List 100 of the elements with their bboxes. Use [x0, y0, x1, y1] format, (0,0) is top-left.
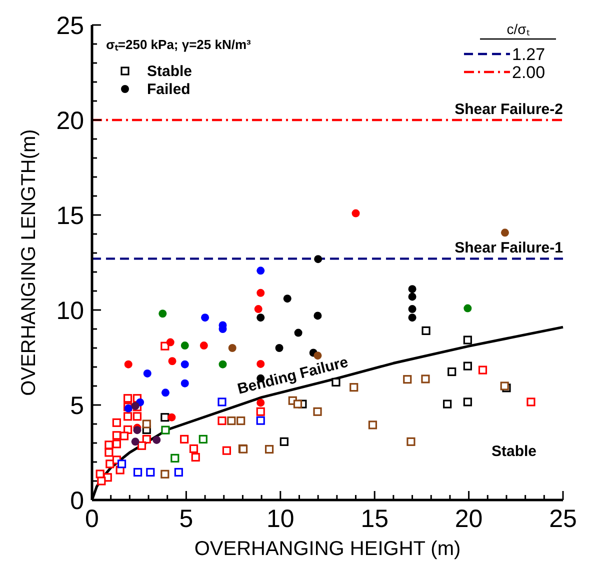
- point: [180, 360, 189, 368]
- legend-label: Stable: [147, 63, 192, 80]
- point: [293, 400, 302, 408]
- point: [313, 407, 322, 416]
- legend-label: 2.00: [512, 63, 546, 82]
- point: [256, 416, 265, 425]
- y-tick-label: 20: [56, 107, 84, 135]
- point: [280, 437, 288, 446]
- point: [142, 420, 151, 428]
- point: [314, 312, 322, 320]
- point: [218, 416, 226, 426]
- point: [227, 416, 236, 426]
- point: [403, 375, 412, 384]
- point: [112, 440, 121, 448]
- point: [142, 434, 151, 444]
- x-tick-label: 15: [360, 505, 389, 533]
- x-axis-title: OVERHANGING HEIGHT (m): [194, 538, 461, 560]
- point: [254, 305, 262, 314]
- point: [421, 374, 430, 384]
- y-tick-label: 10: [56, 297, 84, 325]
- point: [350, 383, 358, 392]
- x-tick-label: 10: [266, 505, 294, 533]
- point: [294, 328, 302, 337]
- point: [131, 402, 140, 410]
- point: [256, 288, 265, 297]
- point: [408, 314, 416, 322]
- point: [191, 452, 200, 462]
- point: [158, 310, 167, 318]
- point: [443, 400, 452, 408]
- point: [137, 441, 146, 450]
- point: [124, 360, 132, 368]
- point: [352, 209, 360, 218]
- point: [104, 440, 114, 450]
- point: [120, 432, 129, 440]
- point: [222, 446, 232, 455]
- point: [463, 336, 472, 344]
- x-tick-label: 20: [454, 505, 483, 533]
- point: [104, 448, 114, 457]
- point: [332, 378, 340, 386]
- point: [161, 426, 170, 434]
- point: [123, 412, 132, 421]
- x-tick-label: 5: [179, 505, 194, 533]
- text: σₜ=250 kPa; γ=25 kN/m³: [106, 37, 252, 52]
- point: [143, 369, 152, 378]
- point: [218, 360, 227, 368]
- annotation: Stable: [491, 443, 537, 460]
- point: [408, 305, 416, 314]
- point: [448, 367, 456, 376]
- point: [264, 444, 274, 454]
- point: [112, 431, 121, 440]
- point: [97, 476, 106, 486]
- point: [236, 416, 246, 426]
- point: [189, 444, 198, 453]
- point: [106, 460, 114, 468]
- annotation: Shear Failure-2: [454, 101, 563, 118]
- point: [160, 413, 170, 422]
- point: [168, 357, 176, 366]
- legend-label: Failed: [147, 81, 190, 98]
- point: [168, 413, 176, 422]
- legend-title: c/σₜ: [506, 21, 530, 37]
- point: [408, 285, 416, 294]
- point: [478, 366, 488, 374]
- point: [256, 398, 265, 407]
- point: [133, 468, 142, 477]
- point: [368, 420, 378, 430]
- point: [152, 436, 161, 444]
- point: [406, 437, 416, 446]
- point: [160, 342, 170, 350]
- point: [500, 228, 509, 237]
- annotation: Shear Failure-1: [454, 240, 563, 257]
- point: [174, 468, 183, 477]
- point: [123, 394, 132, 403]
- point: [200, 342, 208, 350]
- point: [463, 362, 472, 370]
- point: [283, 294, 292, 303]
- point: [314, 255, 322, 264]
- point: [198, 434, 208, 444]
- point: [408, 292, 416, 301]
- annotation: Bending Failure: [236, 354, 350, 398]
- point: [464, 304, 472, 312]
- point: [422, 326, 430, 336]
- point: [133, 426, 142, 434]
- point: [166, 338, 174, 346]
- point: [218, 398, 226, 406]
- point: [256, 266, 265, 275]
- point: [180, 342, 189, 350]
- point: [526, 398, 536, 406]
- y-axis-title: OVERHANGING LENGTH(m): [18, 129, 40, 396]
- point: [201, 314, 210, 322]
- point: [228, 344, 236, 352]
- y-tick-label: 15: [56, 202, 84, 230]
- y-tick-label: 0: [70, 487, 84, 515]
- y-tick-label: 5: [70, 392, 84, 420]
- point: [112, 418, 121, 427]
- point: [170, 454, 180, 462]
- point: [160, 470, 170, 478]
- legend-label: 1.27: [512, 45, 546, 64]
- point: [161, 388, 170, 397]
- x-tick-label: 25: [549, 505, 577, 533]
- point: [463, 398, 472, 406]
